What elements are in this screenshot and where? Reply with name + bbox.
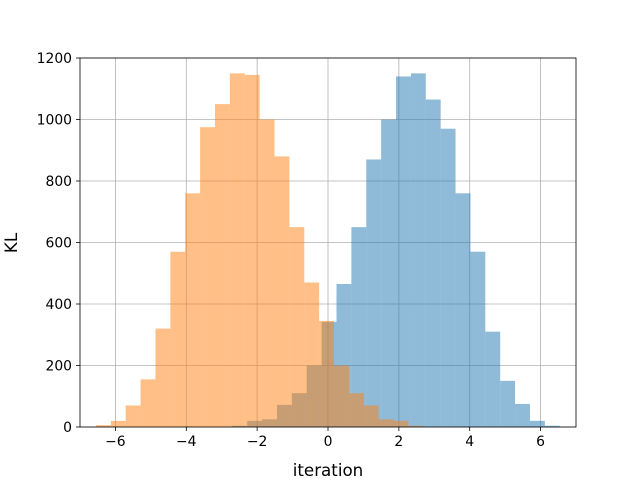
x-tick-label: 6 (536, 434, 545, 450)
histogram-bar (351, 227, 367, 427)
histogram-bar (274, 156, 290, 427)
histogram-bar (244, 74, 260, 427)
histogram-bar (529, 420, 545, 427)
histogram-bars (95, 73, 560, 427)
histogram-bar (408, 425, 424, 427)
y-axis-label: KL (1, 232, 21, 253)
histogram-bar (125, 405, 141, 427)
histogram-bar (214, 104, 230, 427)
histogram-bar (334, 365, 349, 427)
histogram-bar (393, 420, 409, 427)
histogram-bar (440, 128, 456, 427)
histogram-bar (381, 119, 397, 427)
x-tick-label: 4 (465, 434, 474, 450)
histogram-bar (200, 127, 215, 427)
histogram-bar (259, 119, 275, 427)
histogram-bar (485, 331, 501, 427)
x-axis-label: iteration (293, 460, 364, 480)
y-tick-label: 800 (45, 174, 72, 190)
histogram-bar (319, 320, 335, 427)
y-tick-label: 600 (45, 236, 72, 252)
histogram-bar (140, 379, 156, 427)
histogram-bar (155, 328, 171, 427)
histogram-bar (289, 227, 305, 427)
histogram-bar (304, 282, 320, 427)
x-tick-label: −4 (176, 434, 197, 450)
histogram-bar (396, 76, 411, 427)
y-tick-label: 0 (63, 420, 72, 436)
histogram-bar (470, 251, 486, 427)
histogram-bar (378, 419, 394, 427)
histogram-bar (425, 99, 441, 427)
x-tick-label: 0 (324, 434, 333, 450)
y-tick-label: 200 (45, 359, 72, 375)
y-axis-ticks: 0 200 400 600 800 1000 1200 (37, 51, 80, 436)
histogram-bar (500, 380, 516, 427)
histogram-bar (410, 73, 426, 427)
histogram-bar (515, 403, 530, 427)
histogram-bar (363, 405, 379, 427)
histogram-bar (229, 73, 245, 427)
histogram-bar (455, 193, 471, 427)
histogram-bar (110, 420, 126, 427)
y-tick-label: 400 (45, 297, 72, 313)
x-tick-label: −6 (105, 434, 125, 450)
histogram-bar (348, 393, 364, 427)
y-tick-label: 1000 (37, 113, 72, 129)
y-tick-label: 1200 (37, 51, 72, 67)
x-tick-label: 2 (394, 434, 403, 450)
series-1 (95, 73, 424, 427)
histogram-bar (185, 193, 201, 427)
x-axis-ticks: −6 −4 −2 0 2 4 6 (105, 427, 545, 450)
histogram-bar (544, 425, 560, 427)
histogram-bar (95, 425, 111, 427)
histogram-bar (366, 159, 382, 427)
histogram-bar (170, 251, 186, 427)
x-tick-label: −2 (247, 434, 267, 450)
